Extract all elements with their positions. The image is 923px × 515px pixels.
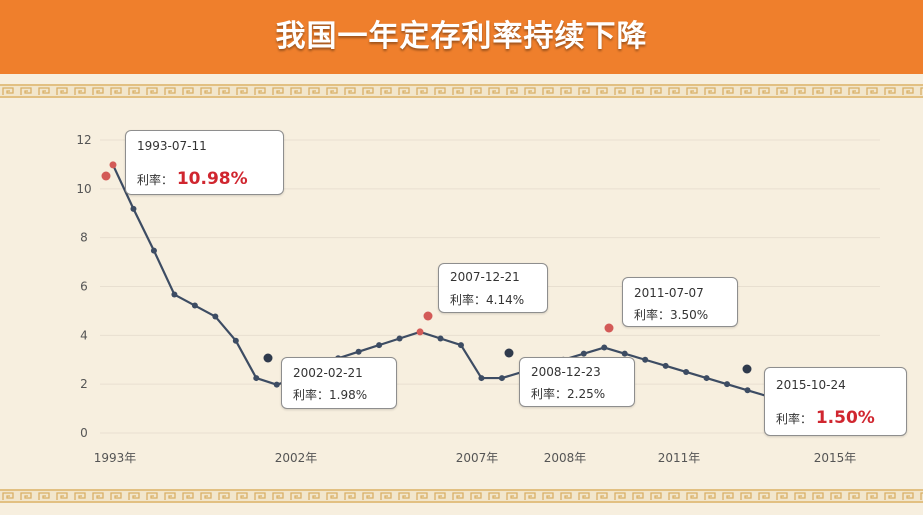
rate-prefix: 利率： — [450, 293, 487, 307]
callout-1993: 1993-07-11 利率： 10.98% — [125, 130, 284, 195]
highlight-marker — [504, 348, 514, 358]
data-point — [253, 375, 260, 382]
data-point — [662, 362, 669, 369]
y-tick-label: 4 — [80, 328, 88, 342]
callout-date: 1993-07-11 — [137, 139, 207, 153]
highlight-marker — [742, 364, 752, 374]
data-point — [601, 344, 608, 351]
x-tick-label: 2007年 — [456, 451, 499, 465]
data-point — [457, 342, 464, 349]
rate-value: 2.25% — [567, 387, 606, 401]
y-tick-label: 12 — [76, 133, 91, 147]
rate-prefix: 利率： — [531, 387, 568, 401]
y-tick-label: 0 — [80, 426, 88, 440]
callout-date: 2002-02-21 — [293, 366, 363, 380]
page-title: 我国一年定存利率持续下降 — [275, 19, 648, 54]
x-axis: 1993年 2002年 2007年 2008年 2011年 2015年 — [94, 451, 857, 465]
callout-2002: 2002-02-21 利率：1.98% — [281, 357, 397, 409]
callout-rate: 利率： 10.98% — [137, 169, 248, 189]
rate-prefix: 利率： — [137, 173, 174, 187]
highlight-marker — [604, 323, 614, 333]
data-point — [724, 381, 731, 388]
highlight-marker — [263, 353, 273, 363]
callout-rate: 利率：2.25% — [531, 385, 605, 402]
x-tick-label: 2015年 — [814, 451, 857, 465]
callout-rate: 利率： 1.50% — [776, 408, 875, 428]
data-point — [478, 375, 485, 382]
highlight-marker — [101, 171, 111, 181]
data-point — [355, 348, 362, 355]
data-point — [703, 375, 710, 382]
data-point — [437, 335, 444, 342]
y-axis: 0 2 4 6 8 10 12 — [76, 133, 91, 440]
rate-value: 3.50% — [670, 308, 709, 322]
data-point — [376, 342, 383, 349]
callout-date: 2007-12-21 — [450, 270, 520, 284]
x-tick-label: 1993年 — [94, 451, 137, 465]
callout-2007: 2007-12-21 利率：4.14% — [438, 263, 548, 313]
callout-2011: 2011-07-07 利率：3.50% — [622, 277, 738, 327]
data-point — [130, 205, 137, 212]
callout-2015: 2015-10-24 利率： 1.50% — [764, 367, 907, 436]
rate-prefix: 利率： — [634, 308, 671, 322]
data-point — [683, 368, 690, 375]
x-tick-label: 2008年 — [544, 451, 587, 465]
data-point — [621, 350, 628, 357]
y-tick-label: 2 — [80, 377, 88, 391]
y-tick-label: 10 — [76, 182, 91, 196]
data-point — [416, 328, 424, 336]
title-banner — [0, 0, 923, 74]
data-point — [580, 350, 587, 357]
callout-date: 2015-10-24 — [776, 378, 846, 392]
data-point — [109, 161, 117, 169]
data-point — [191, 302, 198, 309]
data-point — [498, 375, 505, 382]
decorative-band-top — [0, 84, 923, 98]
rate-prefix: 利率： — [776, 412, 813, 426]
callout-date: 2011-07-07 — [634, 286, 704, 300]
data-point — [171, 291, 178, 298]
data-point — [744, 387, 751, 394]
data-point — [150, 247, 157, 254]
callout-rate: 利率：3.50% — [634, 306, 708, 323]
rate-value: 1.50% — [815, 408, 875, 428]
data-point — [273, 381, 280, 388]
chart-annotations — [101, 171, 752, 374]
data-point — [642, 356, 649, 363]
y-tick-label: 8 — [80, 231, 88, 245]
data-point — [396, 335, 403, 342]
x-tick-label: 2002年 — [275, 451, 318, 465]
data-point — [212, 313, 219, 320]
x-tick-label: 2011年 — [658, 451, 701, 465]
decorative-band-bottom — [0, 489, 923, 503]
callout-2008: 2008-12-23 利率：2.25% — [519, 357, 635, 407]
y-tick-label: 6 — [80, 280, 88, 294]
rate-prefix: 利率： — [293, 388, 330, 402]
data-point — [232, 337, 239, 344]
rate-value: 4.14% — [486, 293, 525, 307]
rate-value: 10.98% — [176, 169, 248, 189]
callout-rate: 利率：4.14% — [450, 291, 524, 308]
callout-date: 2008-12-23 — [531, 365, 601, 379]
highlight-marker — [423, 311, 433, 321]
rate-value: 1.98% — [329, 388, 368, 402]
callout-rate: 利率：1.98% — [293, 386, 367, 403]
